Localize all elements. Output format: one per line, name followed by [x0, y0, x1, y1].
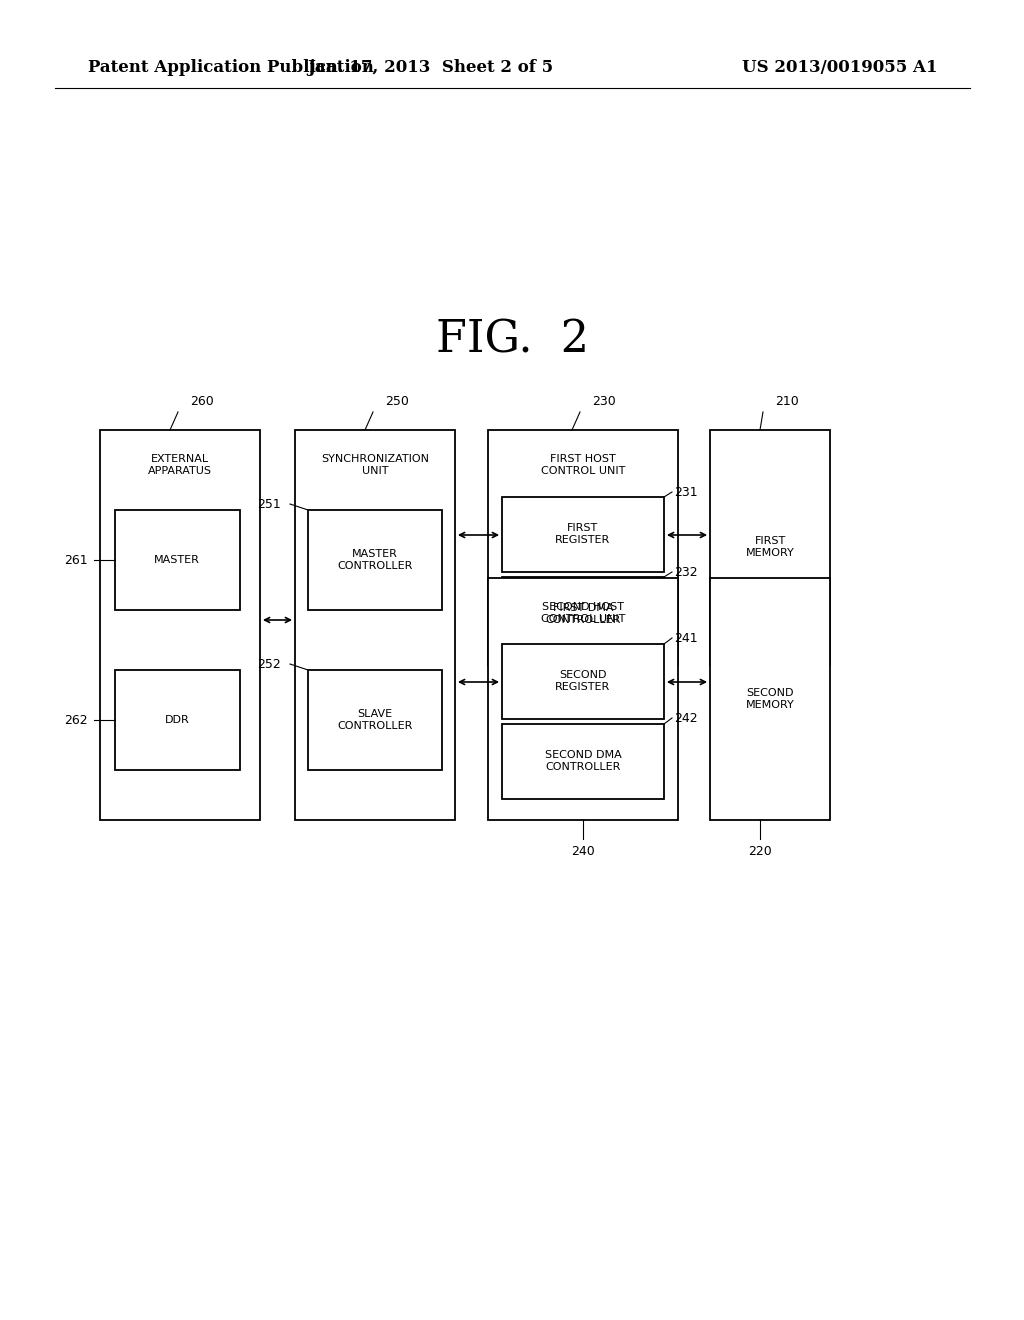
- Bar: [502, 723, 664, 799]
- Text: DDR: DDR: [165, 715, 189, 725]
- Text: FIG.  2: FIG. 2: [435, 318, 589, 362]
- Text: 242: 242: [674, 711, 697, 725]
- Text: SECOND DMA
CONTROLLER: SECOND DMA CONTROLLER: [545, 750, 622, 772]
- Text: SECOND HOST
CONTROL UNIT: SECOND HOST CONTROL UNIT: [541, 602, 626, 623]
- Text: SYNCHRONIZATION
UNIT: SYNCHRONIZATION UNIT: [321, 454, 429, 475]
- Text: SLAVE
CONTROLLER: SLAVE CONTROLLER: [337, 709, 413, 731]
- Bar: [710, 578, 830, 820]
- Text: 261: 261: [65, 553, 88, 566]
- Bar: [308, 510, 442, 610]
- Bar: [488, 578, 678, 820]
- Bar: [100, 430, 260, 820]
- Text: Jan. 17, 2013  Sheet 2 of 5: Jan. 17, 2013 Sheet 2 of 5: [307, 59, 553, 77]
- Text: EXTERNAL
APPARATUS: EXTERNAL APPARATUS: [148, 454, 212, 475]
- Text: SECOND
MEMORY: SECOND MEMORY: [745, 688, 795, 710]
- Text: SECOND
REGISTER: SECOND REGISTER: [555, 671, 610, 692]
- Bar: [502, 498, 664, 572]
- Text: 231: 231: [674, 486, 697, 499]
- Text: 241: 241: [674, 631, 697, 644]
- Text: 210: 210: [775, 395, 799, 408]
- Text: 240: 240: [571, 845, 595, 858]
- Text: Patent Application Publication: Patent Application Publication: [88, 59, 374, 77]
- Text: 252: 252: [257, 657, 281, 671]
- Text: FIRST
MEMORY: FIRST MEMORY: [745, 536, 795, 558]
- Text: 230: 230: [592, 395, 615, 408]
- Text: FIRST DMA
CONTROLLER: FIRST DMA CONTROLLER: [546, 603, 621, 624]
- Text: 251: 251: [257, 498, 281, 511]
- Text: FIRST HOST
CONTROL UNIT: FIRST HOST CONTROL UNIT: [541, 454, 626, 475]
- Bar: [488, 430, 678, 665]
- Bar: [308, 671, 442, 770]
- Text: 250: 250: [385, 395, 409, 408]
- Bar: [502, 577, 664, 652]
- Text: US 2013/0019055 A1: US 2013/0019055 A1: [742, 59, 938, 77]
- Text: 262: 262: [65, 714, 88, 726]
- Bar: [115, 671, 240, 770]
- Text: 232: 232: [674, 565, 697, 578]
- Bar: [115, 510, 240, 610]
- Text: FIRST
REGISTER: FIRST REGISTER: [555, 523, 610, 545]
- Text: MASTER: MASTER: [154, 554, 200, 565]
- Bar: [295, 430, 455, 820]
- Text: 220: 220: [749, 845, 772, 858]
- Text: 260: 260: [190, 395, 214, 408]
- Text: MASTER
CONTROLLER: MASTER CONTROLLER: [337, 549, 413, 570]
- Bar: [710, 430, 830, 665]
- Bar: [502, 644, 664, 719]
